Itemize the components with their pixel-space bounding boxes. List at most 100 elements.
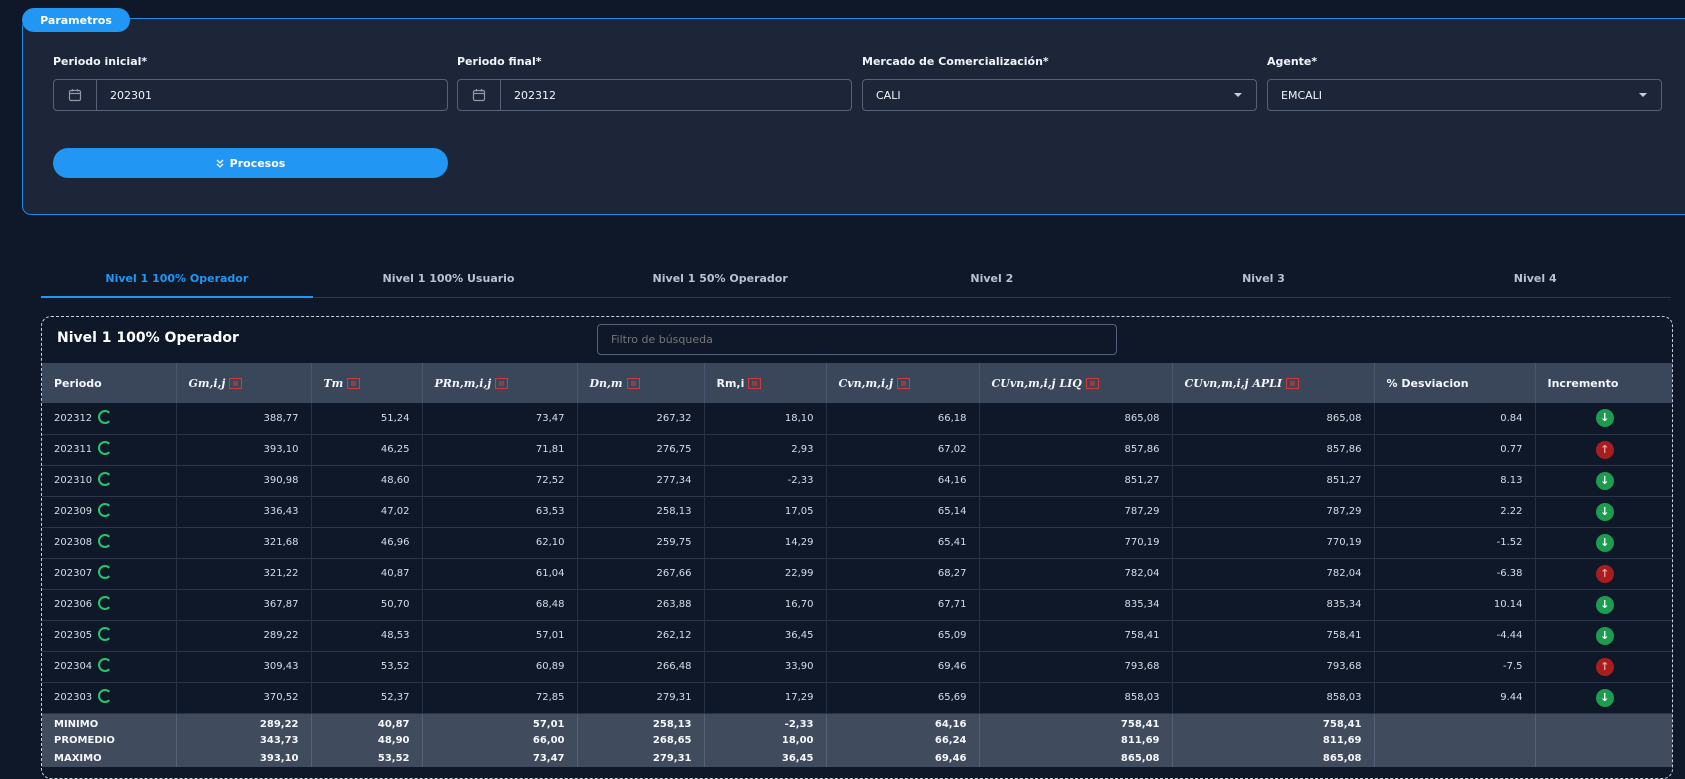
agente-select[interactable]: EMCALI <box>1267 79 1662 111</box>
cell-periodo: 202312 <box>42 403 177 434</box>
cell-pr: 62,10 <box>422 527 578 558</box>
excel-export-icon[interactable] <box>347 378 361 389</box>
summary-cv: 64,16 <box>826 713 980 731</box>
summary-label: MAXIMO <box>42 749 177 767</box>
periodo-value: 202310 <box>54 475 93 486</box>
col-periodo[interactable]: Periodo <box>42 363 177 403</box>
cell-liq: 865,08 <box>979 403 1173 434</box>
procesos-button[interactable]: Procesos <box>53 148 448 178</box>
tab-nivel-4[interactable]: Nivel 4 <box>1513 272 1557 285</box>
table-row: 202312 388,77 51,24 73,47 267,32 18,10 66,18 86… <box>42 403 1672 434</box>
summary-r: 36,45 <box>704 749 827 767</box>
col-tm[interactable]: Tm <box>311 363 423 403</box>
cell-d: 258,13 <box>577 496 705 527</box>
arrow-down-icon[interactable]: ↓ <box>1595 502 1614 521</box>
summary-empty <box>1535 731 1672 749</box>
refresh-icon[interactable] <box>98 565 113 579</box>
summary-liq: 865,08 <box>979 749 1173 767</box>
arrow-up-icon[interactable]: ↑ <box>1595 440 1614 459</box>
refresh-icon[interactable] <box>98 441 113 455</box>
col-cuv-liq[interactable]: CUvn,m,i,j LIQ <box>979 363 1173 403</box>
col-label: % Desviacion <box>1386 376 1469 390</box>
summary-g: 343,73 <box>176 731 312 749</box>
col-desviacion[interactable]: % Desviacion <box>1374 363 1536 403</box>
excel-export-icon[interactable] <box>495 378 509 389</box>
cell-pr: 61,04 <box>422 558 578 589</box>
calendar-icon[interactable] <box>458 80 501 110</box>
cell-pr: 73,47 <box>422 403 578 434</box>
mercado-select[interactable]: CALI <box>862 79 1257 111</box>
col-pr[interactable]: PRn,m,i,j <box>422 363 578 403</box>
refresh-icon[interactable] <box>98 596 113 610</box>
chevron-down-icon <box>1234 93 1242 97</box>
arrow-down-icon[interactable]: ↓ <box>1595 533 1614 552</box>
refresh-icon[interactable] <box>98 503 113 517</box>
calendar-icon[interactable] <box>54 80 97 110</box>
refresh-icon[interactable] <box>98 689 113 703</box>
summary-g: 289,22 <box>176 713 312 731</box>
arrow-down-icon[interactable]: ↓ <box>1595 409 1614 428</box>
cell-cv: 69,46 <box>826 651 980 682</box>
col-dn[interactable]: Dn,m <box>577 363 705 403</box>
summary-empty <box>1535 749 1672 767</box>
cell-apli: 835,34 <box>1172 589 1375 620</box>
cell-r: 16,70 <box>704 589 827 620</box>
summary-empty <box>1374 749 1536 767</box>
col-gm[interactable]: Gm,i,j <box>176 363 312 403</box>
refresh-icon[interactable] <box>98 534 113 548</box>
excel-export-icon[interactable] <box>229 378 243 389</box>
cell-desviacion: 0.84 <box>1374 403 1536 434</box>
col-cuv-apli[interactable]: CUvn,m,i,j APLI <box>1172 363 1375 403</box>
results-card: Nivel 1 100% Operador Periodo Gm,i,j Tm … <box>41 316 1673 779</box>
chevron-down-icon <box>1639 93 1647 97</box>
cell-liq: 787,29 <box>979 496 1173 527</box>
col-cv[interactable]: Cvn,m,i,j <box>826 363 980 403</box>
search-filter-input[interactable] <box>597 324 1117 355</box>
cell-desviacion: -1.52 <box>1374 527 1536 558</box>
tab-nivel-1-100-usuario[interactable]: Nivel 1 100% Usuario <box>382 272 515 285</box>
cell-pr: 57,01 <box>422 620 578 651</box>
excel-export-icon[interactable] <box>748 378 762 389</box>
tab-nivel-2[interactable]: Nivel 2 <box>970 272 1014 285</box>
cell-r: 18,10 <box>704 403 827 434</box>
refresh-icon[interactable] <box>98 409 113 424</box>
arrow-down-icon[interactable]: ↓ <box>1595 471 1614 490</box>
parametros-tab[interactable]: Parametros <box>22 8 130 32</box>
periodo-final-input[interactable]: 202312 <box>457 79 852 111</box>
arrow-down-icon[interactable]: ↓ <box>1595 688 1614 707</box>
excel-export-icon[interactable] <box>896 378 910 389</box>
periodo-value: 202307 <box>54 568 93 579</box>
periodo-inicial-input[interactable]: 202301 <box>53 79 448 111</box>
cell-pr: 68,48 <box>422 589 578 620</box>
summary-r: -2,33 <box>704 713 827 731</box>
table-row: 202308 321,68 46,96 62,10 259,75 14,29 65,41 77… <box>42 527 1672 558</box>
arrow-down-icon[interactable]: ↓ <box>1595 626 1614 645</box>
tab-nivel-1-100-operador[interactable]: Nivel 1 100% Operador <box>41 266 313 298</box>
cell-periodo: 202311 <box>42 434 177 465</box>
excel-export-icon[interactable] <box>1085 378 1099 389</box>
periodo-final-label: Periodo final* <box>457 55 542 68</box>
cell-r: -2,33 <box>704 465 827 496</box>
refresh-icon[interactable] <box>98 627 113 641</box>
refresh-icon[interactable] <box>98 658 113 672</box>
excel-export-icon[interactable] <box>1286 378 1300 389</box>
periodo-value: 202309 <box>54 506 93 517</box>
arrow-down-icon[interactable]: ↓ <box>1595 595 1614 614</box>
tab-nivel-1-50-operador[interactable]: Nivel 1 50% Operador <box>652 272 788 285</box>
tab-nivel-3[interactable]: Nivel 3 <box>1242 272 1285 285</box>
table-row: 202306 367,87 50,70 68,48 263,88 16,70 67,71 83… <box>42 589 1672 620</box>
refresh-icon[interactable] <box>98 472 113 486</box>
arrow-up-icon[interactable]: ↑ <box>1595 657 1614 676</box>
periodo-value: 202305 <box>54 630 93 641</box>
summary-label: MINIMO <box>42 713 177 731</box>
col-incremento[interactable]: Incremento <box>1535 363 1672 403</box>
arrow-up-icon[interactable]: ↑ <box>1595 564 1614 583</box>
excel-export-icon[interactable] <box>626 378 640 389</box>
summary-apli: 865,08 <box>1172 749 1375 767</box>
cell-pr: 71,81 <box>422 434 578 465</box>
cell-t: 47,02 <box>311 496 423 527</box>
periodo-value: 202304 <box>54 661 93 672</box>
summary-g: 393,10 <box>176 749 312 767</box>
table-row: 202304 309,43 53,52 60,89 266,48 33,90 69,46 79… <box>42 651 1672 682</box>
col-rm[interactable]: Rm,i <box>704 363 827 403</box>
